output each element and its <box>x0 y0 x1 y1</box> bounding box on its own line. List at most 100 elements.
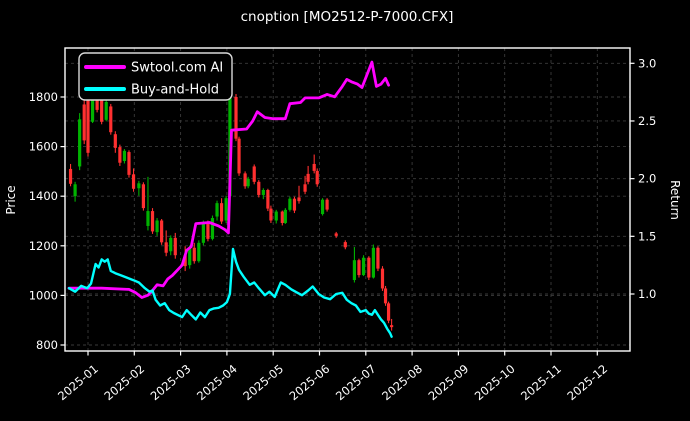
candle-body <box>192 247 196 262</box>
return-axis-label: Return <box>668 180 682 220</box>
ai-series-line <box>67 60 391 299</box>
candle-body <box>197 242 201 262</box>
axis-tick-marks <box>60 62 635 356</box>
candle-body <box>160 220 164 243</box>
line-series <box>67 60 393 338</box>
candle-body <box>109 106 113 133</box>
candle-body <box>113 134 117 148</box>
candle-body <box>243 173 247 187</box>
return-tick-labels: 1.0 1.5 2.0 2.5 3.0 <box>638 56 656 301</box>
candle-body <box>173 237 177 256</box>
candle-body <box>371 247 375 278</box>
price-tick-label: 1000 <box>29 288 58 302</box>
candle-body <box>283 209 287 223</box>
candle-body <box>224 198 228 221</box>
candle-body <box>86 77 90 153</box>
candle-body <box>312 163 316 171</box>
return-tick-label: 3.0 <box>638 56 656 70</box>
plot-border <box>64 47 631 352</box>
return-tick-label: 1.5 <box>638 229 656 243</box>
candle-body <box>122 150 127 161</box>
candle-body <box>137 183 141 189</box>
price-tick-label: 1800 <box>29 90 58 104</box>
candle-body <box>104 101 108 120</box>
candle-body <box>246 178 250 187</box>
legend-label-bh: Buy-and-Hold <box>131 83 219 98</box>
candle-body <box>376 247 380 269</box>
x-tick-label: 2025-04 <box>194 362 240 404</box>
candle-body <box>280 211 284 223</box>
x-tick-label: 2025-07 <box>333 362 379 404</box>
candle-body <box>95 95 99 110</box>
price-tick-label: 1600 <box>29 140 58 154</box>
return-tick-label: 2.0 <box>638 172 656 186</box>
candle-body <box>155 220 159 233</box>
candle-body <box>252 166 256 182</box>
candlestick-series <box>68 67 394 331</box>
legend-label-ai: Swtool.com AI <box>131 61 223 76</box>
candle-body <box>100 99 104 122</box>
candle-body <box>261 190 265 195</box>
candle-body <box>141 184 146 209</box>
candle-body <box>164 242 168 253</box>
candle-body <box>288 198 292 210</box>
candle-body <box>357 260 361 276</box>
candle-body <box>169 237 173 252</box>
candle-body <box>306 173 310 182</box>
x-tick-label: 2025-06 <box>287 362 333 404</box>
x-tick-label: 2025-03 <box>148 362 194 404</box>
candle-body <box>343 242 347 248</box>
candle-body <box>131 174 136 189</box>
price-axis-label: Price <box>4 185 18 214</box>
candle-body <box>210 218 215 239</box>
x-tick-labels: 2025-01 2025-02 2025-03 2025-04 2025-05 2025-… <box>55 362 610 404</box>
candle-body <box>269 208 273 221</box>
buy-and-hold-series-line <box>67 247 393 338</box>
x-tick-label: 2025-02 <box>101 362 147 404</box>
candle-body <box>237 138 241 174</box>
candle-body <box>257 181 261 195</box>
x-tick-label: 2025-12 <box>564 362 610 404</box>
candle-body <box>320 199 325 215</box>
candle-body <box>266 190 270 209</box>
candle-body <box>118 147 122 163</box>
candle-body <box>352 260 357 281</box>
candle-body <box>78 119 82 167</box>
candle-body <box>274 211 278 221</box>
candle-body <box>325 199 329 210</box>
chart-title: cnoption [MO2512-P-7000.CFX] <box>241 9 454 25</box>
return-tick-label: 1.0 <box>638 287 656 301</box>
candle-body <box>215 203 219 217</box>
candle-body <box>315 170 319 185</box>
candle-body <box>297 197 301 202</box>
price-tick-label: 800 <box>36 338 58 352</box>
candle-body <box>146 211 150 226</box>
candle-body <box>188 247 192 266</box>
return-tick-label: 2.5 <box>638 114 656 128</box>
x-tick-label: 2025-01 <box>55 362 101 404</box>
candle-body <box>292 198 297 211</box>
candle-body <box>386 303 391 321</box>
candle-body <box>150 211 155 232</box>
x-tick-label: 2025-09 <box>426 362 472 404</box>
candle-body <box>234 97 238 139</box>
price-tick-labels: 800 1000 1200 1400 1600 1800 <box>29 90 58 352</box>
x-tick-label: 2025-11 <box>518 362 564 404</box>
x-tick-label: 2025-05 <box>240 362 286 404</box>
candle-body <box>361 257 366 276</box>
candle-body <box>68 168 73 184</box>
candle-body <box>367 257 371 278</box>
candle-body <box>303 184 307 192</box>
price-tick-label: 1200 <box>29 239 58 253</box>
legend: Swtool.com AI Buy-and-Hold <box>78 52 233 101</box>
candle-body <box>380 268 385 289</box>
candle-body <box>73 184 77 197</box>
price-tick-label: 1400 <box>29 189 58 203</box>
candle-body <box>390 325 394 328</box>
candle-body <box>383 288 388 304</box>
candle-body <box>201 222 205 243</box>
candle-body <box>334 233 338 236</box>
x-tick-label: 2025-10 <box>472 362 518 404</box>
